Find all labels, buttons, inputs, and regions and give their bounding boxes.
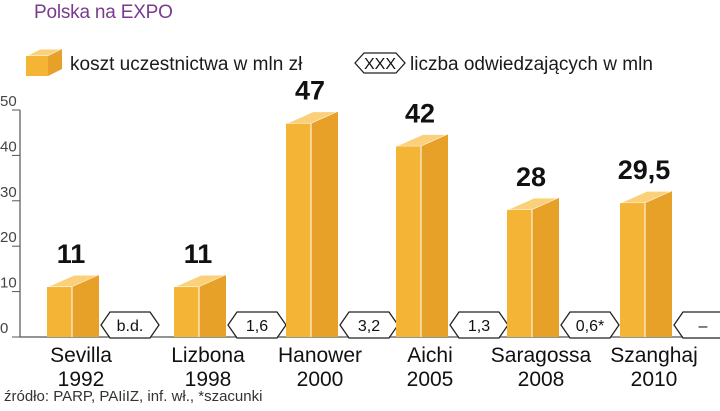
legend-visitors-marker: XXX	[364, 56, 396, 73]
data-label: 11	[184, 239, 213, 269]
bar	[174, 287, 199, 337]
bar-side	[645, 191, 672, 337]
visitors-label: 3,2	[358, 318, 380, 335]
x-tick-label: Szanghaj	[610, 344, 698, 367]
page-title: Polska na EXPO	[34, 2, 173, 23]
bar	[286, 123, 311, 338]
x-tick-year: 2005	[407, 368, 454, 391]
legend-visitors-label: liczba odwiedzających w mln	[410, 54, 653, 75]
visitors-label: –	[699, 318, 708, 335]
visitors-label: 0,6*	[576, 318, 604, 335]
x-tick-label: Sevilla	[50, 344, 112, 367]
y-tick-label: 40	[0, 138, 17, 155]
x-tick-year: 2000	[297, 368, 344, 391]
bar	[47, 287, 72, 337]
bar-side	[421, 134, 448, 337]
x-tick-year: 1992	[58, 368, 105, 391]
x-tick-year: 2010	[631, 368, 678, 391]
visitors-badge	[673, 311, 720, 339]
data-label: 47	[295, 76, 325, 106]
bar-side	[199, 275, 226, 337]
data-label: 11	[57, 239, 86, 269]
y-tick-label: 0	[0, 320, 8, 337]
x-tick-label: Aichi	[407, 344, 453, 367]
y-tick-label: 50	[0, 93, 17, 110]
bar	[620, 203, 645, 337]
x-tick-label: Hanower	[278, 344, 362, 367]
legend-visitors-badge	[354, 52, 406, 74]
visitors-badge	[560, 311, 620, 339]
x-tick-label: Saragossa	[491, 344, 592, 367]
source-note: źródło: PARP, PAIiIZ, inf. wł., *szacunk…	[4, 388, 263, 405]
y-tick-label: 20	[0, 229, 17, 246]
bar	[507, 209, 532, 337]
x-tick-year: 1998	[185, 368, 232, 391]
legend: koszt uczestnictwa w mln zł XXX liczba o…	[25, 48, 653, 76]
bar-side	[532, 197, 559, 337]
bar-side	[311, 111, 338, 338]
bar-side	[72, 275, 99, 337]
y-tick-label: 10	[0, 275, 17, 292]
visitors-label: b.d.	[117, 318, 144, 335]
visitors-label: 1,3	[468, 318, 490, 335]
visitors-badge	[100, 311, 160, 339]
x-tick-label: Lizbona	[171, 344, 245, 367]
legend-cost-swatch	[25, 48, 63, 76]
x-tick-year: 2008	[518, 368, 565, 391]
visitors-label: 1,6	[246, 318, 268, 335]
y-ticks: 0 10 20 30 40 50	[0, 93, 20, 338]
data-label: 42	[405, 98, 435, 128]
y-tick-label: 30	[0, 184, 17, 201]
data-label: 29,5	[618, 155, 671, 185]
data-label: 28	[516, 162, 546, 192]
bar	[396, 146, 421, 337]
legend-cost-label: koszt uczestnictwa w mln zł	[70, 54, 303, 75]
